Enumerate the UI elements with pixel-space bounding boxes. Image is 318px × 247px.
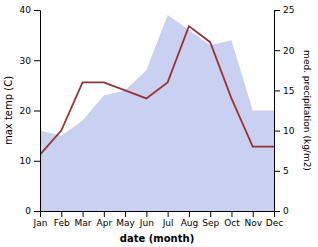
tick-mark — [34, 111, 40, 112]
tick-mark — [34, 60, 40, 61]
tick-mark — [274, 90, 280, 91]
axis-line — [41, 212, 275, 218]
tick-mark — [231, 211, 232, 217]
tick-mark — [61, 211, 62, 217]
y2-tick: 25 — [274, 5, 294, 15]
tick-mark — [83, 211, 84, 217]
tick-mark — [34, 161, 40, 162]
chart-container: JanFebMarAprMayJunJulAugSepOctNovDec0102… — [0, 0, 318, 247]
tick-label: Aug — [181, 218, 199, 228]
y2-tick: 20 — [274, 46, 295, 56]
plot-root: JanFebMarAprMayJunJulAugSepOctNovDec0102… — [3, 5, 312, 244]
y-tick: 30 — [20, 56, 40, 66]
x-tick: Apr — [97, 211, 113, 228]
tick-label: 20 — [283, 46, 295, 56]
tick-label: Jan — [33, 218, 48, 228]
x-tick: Feb — [54, 211, 70, 228]
line — [40, 26, 274, 155]
tick-label: Jun — [139, 218, 154, 228]
y-tick: 40 — [20, 5, 40, 15]
tick-mark — [274, 171, 280, 172]
tick-mark — [274, 131, 280, 132]
tick-label: Feb — [54, 218, 70, 228]
tick-label: Dec — [266, 218, 283, 228]
y-tick: 20 — [20, 106, 40, 116]
tick-label: Mar — [75, 218, 92, 228]
tick-label: 10 — [20, 156, 32, 166]
x-axis-title: date (month) — [120, 233, 194, 244]
axis-line — [34, 11, 41, 212]
x-tick: Dec — [266, 211, 283, 228]
y2-axis-title: med. precipitation (kg/m2) — [302, 50, 312, 171]
y2-tick: 10 — [274, 126, 295, 136]
y-tick: 10 — [20, 156, 40, 166]
y2-axis: 0 5 10 15 20 25 — [274, 5, 295, 216]
tick-mark — [104, 211, 105, 217]
y2-tick: 15 — [274, 86, 294, 96]
tick-label: Apr — [97, 218, 113, 228]
x-tick: Jul — [162, 211, 174, 228]
axis-line — [275, 11, 281, 212]
x-tick: Mar — [75, 211, 92, 228]
tick-mark — [274, 211, 280, 212]
tick-label: 40 — [20, 5, 32, 15]
tick-label: Jul — [162, 218, 174, 228]
tick-mark — [274, 50, 280, 51]
x-tick: Nov — [244, 211, 262, 228]
x-tick: Jun — [139, 211, 154, 228]
tick-mark — [210, 211, 211, 217]
tick-label: 30 — [20, 56, 32, 66]
tick-label: 20 — [20, 106, 32, 116]
tick-mark — [189, 211, 190, 217]
tick-label: 15 — [283, 86, 294, 96]
tick-mark — [253, 211, 254, 217]
tick-mark — [125, 211, 126, 217]
x-tick: Aug — [181, 211, 199, 228]
tick-mark — [168, 211, 169, 217]
tick-label: 0 — [25, 206, 31, 216]
y-axis: 0 10 20 30 40 — [20, 5, 41, 216]
y-axis-title: max temp (C) — [3, 76, 14, 145]
tick-mark — [34, 211, 40, 212]
tick-label: Oct — [224, 218, 240, 228]
tick-label: Nov — [244, 218, 262, 228]
y-tick: 0 — [25, 206, 40, 216]
tick-mark — [146, 211, 147, 217]
tick-label: May — [116, 218, 135, 228]
tick-label: 5 — [283, 166, 289, 176]
tick-mark — [34, 10, 40, 11]
y2-tick: 5 — [274, 166, 289, 176]
tick-label: Sep — [202, 218, 219, 228]
x-tick: Sep — [202, 211, 219, 228]
x-axis: Jan Feb Mar AprMay Jun Jul AugSep Oct Nov Dec — [33, 211, 284, 228]
y2-tick: 0 — [274, 206, 289, 216]
chart: JanFebMarAprMayJunJulAugSepOctNovDec0102… — [0, 0, 318, 247]
tick-mark — [274, 10, 280, 11]
tick-label: 0 — [283, 206, 289, 216]
tick-label: 25 — [283, 5, 294, 15]
area — [40, 15, 274, 211]
x-tick: Jan — [33, 211, 48, 228]
tick-label: 10 — [283, 126, 295, 136]
marks — [40, 15, 274, 211]
x-tick: Oct — [224, 211, 240, 228]
x-tick: May — [116, 211, 135, 228]
